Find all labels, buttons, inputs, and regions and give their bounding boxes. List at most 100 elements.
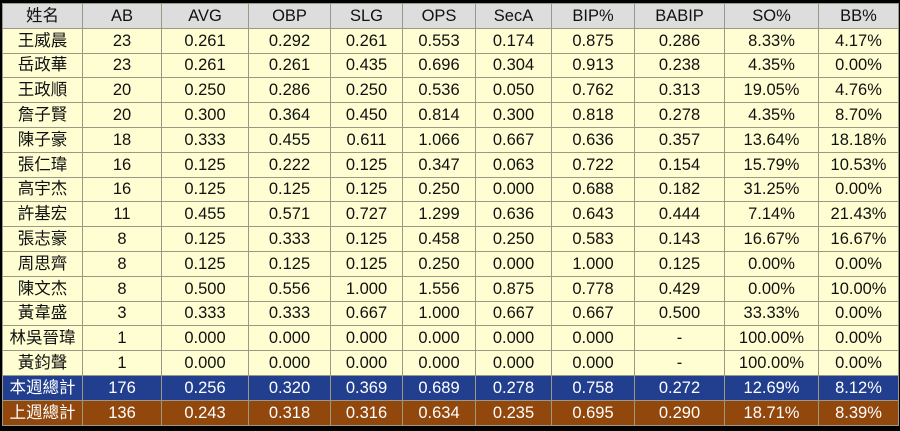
stat-cell: 0.250 (402, 176, 476, 203)
stat-cell: 0.00% (818, 300, 899, 327)
stat-cell: 0.000 (551, 350, 635, 376)
stat-cell: 18.18% (818, 126, 899, 153)
stat-cell: - (634, 325, 725, 352)
stat-cell: 0.000 (161, 325, 249, 352)
stat-cell: 20 (82, 77, 162, 104)
stat-cell: 19.05% (724, 77, 819, 104)
column-header: OBP (248, 3, 331, 29)
column-header: OPS (402, 3, 476, 29)
stat-cell: 21.43% (818, 201, 899, 228)
stat-cell: 0.125 (161, 226, 249, 252)
stat-cell: 0.357 (634, 126, 725, 153)
stat-cell: 10.00% (818, 275, 899, 302)
column-header: SLG (330, 3, 403, 29)
stat-cell: 7.14% (724, 201, 819, 228)
stat-cell: 0.182 (634, 176, 725, 203)
stat-cell: 0.238 (634, 52, 725, 79)
stat-cell: 0.050 (475, 77, 552, 104)
player-name-cell: 陳子豪 (2, 126, 83, 153)
stat-cell: 0.000 (161, 350, 249, 376)
stat-cell: 0.125 (330, 250, 403, 277)
stat-cell: 0.261 (161, 27, 249, 54)
stat-cell: 16.67% (818, 226, 899, 252)
column-header: AB (82, 3, 162, 29)
stat-cell: 0.000 (475, 176, 552, 203)
column-header: 姓名 (2, 3, 83, 29)
table-row: 陳子豪 18 0.333 0.455 0.611 1.066 0.667 0.636 0.357… (2, 126, 899, 153)
stat-cell: 1.299 (402, 201, 476, 228)
total-label-cell: 本週總計 (2, 374, 83, 401)
table-row: 王威晨 23 0.261 0.292 0.261 0.553 0.174 0.875 0.286… (2, 27, 899, 54)
stat-cell: 3 (82, 300, 162, 327)
total-stat-cell: 0.243 (161, 399, 249, 426)
table-row: 黃韋盛 3 0.333 0.333 0.667 1.000 0.667 0.667 0.500 3… (2, 300, 899, 327)
player-name-cell: 陳文杰 (2, 275, 83, 302)
stat-cell: 0.875 (475, 275, 552, 302)
stat-cell: 0.292 (248, 27, 331, 54)
stat-cell: 0.00% (818, 325, 899, 352)
stat-cell: 0.125 (634, 250, 725, 277)
batting-stats-table: 姓名 AB AVG OBP SLG OPS SecA BIP% BABIP SO% BB% 王威晨 2… (2, 3, 899, 426)
stat-cell: 0.000 (402, 325, 476, 352)
stat-cell: 8 (82, 226, 162, 252)
stat-cell: 0.667 (475, 300, 552, 327)
stat-cell: 18 (82, 126, 162, 153)
table-row: 黃鈞聲 1 0.000 0.000 0.000 0.000 0.000 0.000-100.0… (2, 350, 899, 376)
stat-cell: 0.00% (818, 350, 899, 376)
column-header: BIP% (551, 3, 635, 29)
total-stat-cell: 8.39% (818, 399, 899, 426)
stat-cell: 0.778 (551, 275, 635, 302)
stat-cell: - (634, 350, 725, 376)
stat-cell: 0.500 (161, 275, 249, 302)
stat-cell: 0.333 (161, 300, 249, 327)
stat-cell: 0.125 (330, 151, 403, 178)
stat-cell: 1.000 (402, 300, 476, 327)
total-rows: 本週總計 176 0.256 0.320 0.369 0.689 0.278 0.758 0.2… (2, 374, 899, 426)
stat-cell: 0.125 (161, 250, 249, 277)
total-stat-cell: 0.272 (634, 374, 725, 401)
stat-cell: 0.00% (818, 176, 899, 203)
stat-cell: 100.00% (724, 325, 819, 352)
stat-cell: 20 (82, 102, 162, 128)
stat-cell: 100.00% (724, 350, 819, 376)
stat-cell: 1 (82, 325, 162, 352)
stat-cell: 0.000 (330, 325, 403, 352)
stat-cell: 0.286 (634, 27, 725, 54)
total-stat-cell: 0.256 (161, 374, 249, 401)
stat-cell: 0.636 (475, 201, 552, 228)
stat-cell: 0.571 (248, 201, 331, 228)
stat-cell: 0.000 (475, 325, 552, 352)
stat-cell: 10.53% (818, 151, 899, 178)
stat-cell: 0.300 (475, 102, 552, 128)
table-row: 岳政華 23 0.261 0.261 0.435 0.696 0.304 0.913 0.238… (2, 52, 899, 79)
stat-cell: 0.278 (634, 102, 725, 128)
stat-cell: 0.636 (551, 126, 635, 153)
table-row: 高宇杰 16 0.125 0.125 0.125 0.250 0.000 0.688 0.182… (2, 176, 899, 203)
stat-cell: 4.35% (724, 102, 819, 128)
table-row: 許基宏 11 0.455 0.571 0.727 1.299 0.636 0.643 0.444… (2, 201, 899, 228)
stat-cell: 23 (82, 52, 162, 79)
stat-cell: 0.261 (248, 52, 331, 79)
stat-cell: 0.500 (634, 300, 725, 327)
player-name-cell: 黃鈞聲 (2, 350, 83, 376)
stat-cell: 0.000 (402, 350, 476, 376)
player-name-cell: 岳政華 (2, 52, 83, 79)
player-name-cell: 王政順 (2, 77, 83, 104)
total-stat-cell: 0.689 (402, 374, 476, 401)
stat-cell: 0.333 (248, 300, 331, 327)
total-stat-cell: 0.278 (475, 374, 552, 401)
stat-cell: 0.643 (551, 201, 635, 228)
this-week-total-row: 本週總計 176 0.256 0.320 0.369 0.689 0.278 0.758 0.2… (2, 374, 899, 401)
stat-cell: 16 (82, 151, 162, 178)
player-name-cell: 周思齊 (2, 250, 83, 277)
stat-cell: 0.814 (402, 102, 476, 128)
player-name-cell: 張志豪 (2, 226, 83, 252)
stat-cell: 0.667 (551, 300, 635, 327)
stat-cell: 0.286 (248, 77, 331, 104)
stat-cell: 0.727 (330, 201, 403, 228)
stat-cell: 0.250 (402, 250, 476, 277)
stat-cell: 1 (82, 350, 162, 376)
stat-cell: 0.762 (551, 77, 635, 104)
stat-cell: 0.00% (818, 52, 899, 79)
stat-cell: 23 (82, 27, 162, 54)
